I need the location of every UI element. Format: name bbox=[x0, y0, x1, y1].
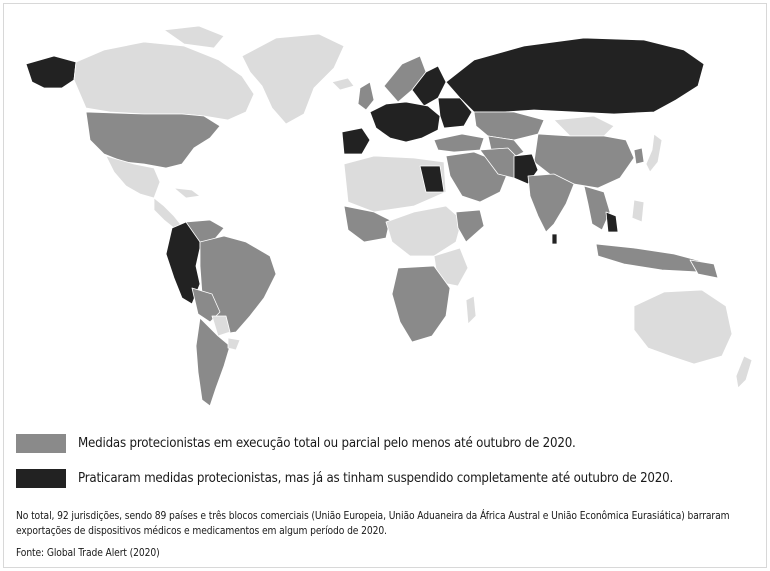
region-sri-lanka bbox=[551, 233, 558, 245]
region-europe-eu bbox=[369, 101, 441, 143]
region-west-africa bbox=[343, 205, 391, 243]
region-usa bbox=[85, 111, 221, 169]
region-papua bbox=[689, 259, 719, 279]
region-north-africa bbox=[343, 155, 447, 213]
region-venezuela bbox=[185, 219, 225, 243]
region-turkey bbox=[433, 133, 485, 153]
region-paraguay bbox=[211, 315, 231, 337]
region-new-zealand bbox=[735, 355, 753, 389]
legend-label-suspended: Praticaram medidas protecionistas, mas j… bbox=[78, 471, 674, 486]
region-japan bbox=[645, 133, 663, 173]
region-iceland bbox=[331, 77, 355, 91]
legend-item-suspended: Praticaram medidas protecionistas, mas j… bbox=[16, 469, 673, 488]
region-madagascar bbox=[465, 295, 477, 325]
region-horn-africa bbox=[455, 209, 485, 243]
world-map bbox=[25, 25, 753, 407]
region-greenland bbox=[241, 33, 345, 125]
region-central-america bbox=[153, 197, 183, 229]
legend-item-partial: Medidas protecionistas em execução total… bbox=[16, 434, 576, 453]
region-india bbox=[527, 173, 575, 233]
region-central-africa bbox=[385, 205, 463, 257]
region-uk bbox=[357, 81, 375, 111]
region-iberia bbox=[341, 127, 371, 155]
region-russia bbox=[445, 37, 705, 115]
region-se-asia bbox=[583, 185, 611, 231]
region-uruguay bbox=[227, 337, 241, 351]
region-canada bbox=[73, 41, 255, 121]
legend-swatch-suspended bbox=[16, 469, 66, 488]
region-china bbox=[533, 133, 635, 189]
region-caribbean bbox=[173, 187, 201, 199]
figure-frame: Medidas protecionistas em execução total… bbox=[3, 3, 767, 568]
region-mongolia bbox=[553, 115, 615, 137]
legend-swatch-partial bbox=[16, 434, 66, 453]
region-indochina-dark bbox=[605, 211, 619, 233]
region-kazakhstan bbox=[473, 111, 545, 141]
region-argentina bbox=[195, 317, 231, 407]
legend-label-partial: Medidas protecionistas em execução total… bbox=[78, 436, 576, 451]
region-southern-africa bbox=[391, 265, 451, 343]
region-canada-islands bbox=[163, 25, 225, 49]
region-egypt bbox=[419, 165, 445, 193]
region-indonesia bbox=[595, 243, 705, 273]
source-credit: Fonte: Global Trade Alert (2020) bbox=[16, 548, 160, 559]
region-philippines bbox=[631, 199, 645, 223]
region-korea bbox=[633, 147, 645, 165]
region-australia bbox=[633, 289, 733, 365]
footnote: No total, 92 jurisdições, sendo 89 paíse… bbox=[16, 511, 730, 537]
region-alaska bbox=[25, 55, 77, 89]
